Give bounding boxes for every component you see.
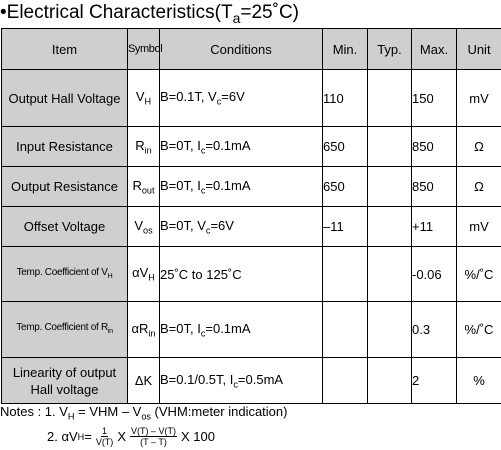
col-header-typ: Typ. — [367, 28, 412, 70]
cell-max: -0.06 — [411, 246, 457, 302]
cell-symbol: ΔK — [127, 357, 160, 404]
cell-symbol: VH — [127, 69, 160, 127]
cell-unit: Ω — [456, 166, 501, 207]
table-header-row: Item Symbol Conditions Min. Typ. Max. Un… — [1, 28, 501, 70]
cell-min — [322, 246, 368, 302]
note-1: Notes : 1. VH = VHM – Vos (VHM:meter ind… — [0, 404, 288, 422]
cell-unit: %/˚C — [456, 246, 501, 302]
table-row: Linearity of output Hall voltage ΔK B=0.1/… — [1, 357, 501, 404]
cell-item: Offset Voltage — [1, 206, 128, 247]
cell-min — [322, 357, 368, 404]
notes: Notes : 1. VH = VHM – Vos (VHM:meter ind… — [0, 404, 288, 447]
fraction-2: V(T) – V(T) (T – T) — [129, 426, 177, 447]
cell-unit: mV — [456, 206, 501, 247]
section-title: •Electrical Characteristics(Ta=25˚C) — [0, 2, 299, 26]
cell-conditions: B=0T, Ic=0.1mA — [159, 166, 323, 207]
cell-item: Output Resistance — [1, 166, 128, 207]
cell-unit: mV — [456, 69, 501, 127]
cell-min: 110 — [322, 69, 368, 127]
cell-conditions: B=0.1/0.5T, Ic=0.5mA — [159, 357, 323, 404]
cell-typ — [367, 246, 412, 302]
col-header-item: Item — [1, 28, 128, 70]
cell-typ — [367, 126, 412, 167]
table-row: Temp. Coefficient of VH αVH 25˚C to 125˚C -… — [1, 246, 501, 302]
cell-typ — [367, 301, 412, 358]
cell-unit: % — [456, 357, 501, 404]
cell-conditions: 25˚C to 125˚C — [159, 246, 323, 302]
cell-conditions: B=0T, Ic=0.1mA — [159, 126, 323, 167]
note-2: 2. αV H = 1 V(T) X V(T) – V(T) (T – T) X 10… — [47, 426, 215, 447]
cell-conditions: B=0T, Vc=6V — [159, 206, 323, 247]
cell-item: Output Hall Voltage — [1, 69, 128, 127]
table-row: Output Resistance Rout B=0T, Ic=0.1mA 650 85… — [1, 166, 501, 207]
cell-symbol: Rin — [127, 126, 160, 167]
cell-symbol: Vos — [127, 206, 160, 247]
cell-min — [322, 301, 368, 358]
table-row: Input Resistance Rin B=0T, Ic=0.1mA 650 850 Ω — [1, 126, 501, 167]
cell-min: 650 — [322, 166, 368, 207]
cell-symbol: αRin — [127, 301, 160, 358]
cell-unit: %/˚C — [456, 301, 501, 358]
cell-max: 0.3 — [411, 301, 457, 358]
cell-max: 2 — [411, 357, 457, 404]
cell-symbol: Rout — [127, 166, 160, 207]
col-header-symbol: Symbol — [127, 28, 163, 70]
cell-max: 150 — [411, 69, 457, 127]
cell-item: Temp. Coefficient of VH — [1, 246, 128, 302]
fraction-1: 1 V(T) — [95, 426, 114, 447]
cell-conditions: B=0T, Ic=0.1mA — [159, 301, 323, 358]
cell-min: 650 — [322, 126, 368, 167]
table-row: Output Hall Voltage VH B=0.1T, Vc=6V 110 150… — [1, 69, 501, 127]
cell-item: Linearity of output Hall voltage — [1, 357, 128, 404]
table-row: Temp. Coefficient of Rin αRin B=0T, Ic=0.1… — [1, 301, 501, 358]
col-header-min: Min. — [322, 28, 368, 70]
cell-typ — [367, 357, 412, 404]
cell-max: 850 — [411, 166, 457, 207]
cell-item: Temp. Coefficient of Rin — [1, 301, 128, 358]
cell-unit: Ω — [456, 126, 501, 167]
cell-item: Input Resistance — [1, 126, 128, 167]
electrical-characteristics-table: Item Symbol Conditions Min. Typ. Max. Un… — [1, 28, 501, 404]
table-row: Offset Voltage Vos B=0T, Vc=6V –11 +11 mV — [1, 206, 501, 247]
cell-max: +11 — [411, 206, 457, 247]
cell-typ — [367, 206, 412, 247]
cell-max: 850 — [411, 126, 457, 167]
cell-typ — [367, 69, 412, 127]
col-header-unit: Unit — [456, 28, 501, 70]
cell-typ — [367, 166, 412, 207]
col-header-conditions: Conditions — [159, 28, 323, 70]
cell-symbol: αVH — [127, 246, 160, 302]
cell-conditions: B=0.1T, Vc=6V — [159, 69, 323, 127]
col-header-max: Max. — [411, 28, 457, 70]
cell-min: –11 — [322, 206, 368, 247]
